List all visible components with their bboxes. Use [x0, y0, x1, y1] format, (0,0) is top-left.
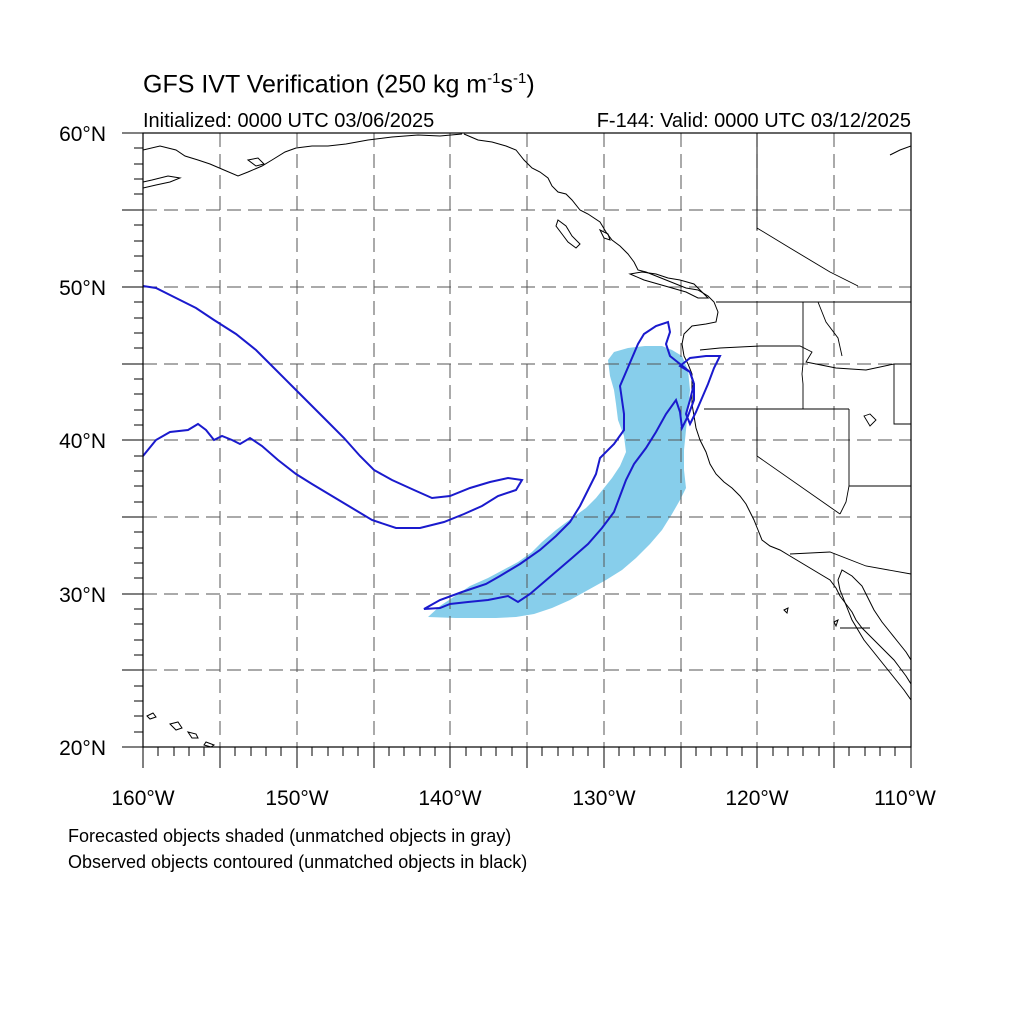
lat-label-60: 60°N [59, 123, 106, 146]
forecast-legend-note: Forecasted objects shaded (unmatched obj… [68, 826, 512, 846]
observed-legend-note: Observed objects contoured (unmatched ob… [68, 852, 528, 872]
lon-label-150: 150°W [265, 787, 328, 810]
lat-label-30: 30°N [59, 584, 106, 607]
graticule [143, 133, 911, 747]
lon-label-110: 110°W [874, 787, 936, 810]
political-boundaries [699, 133, 911, 629]
lat-label-50: 50°N [59, 277, 106, 300]
lon-label-160: 160°W [111, 787, 174, 810]
figure-title: GFS IVT Verification (250 kg m-1s-1) [143, 70, 535, 99]
lon-ticks [142, 747, 912, 768]
initialized-time: Initialized: 0000 UTC 03/06/2025 [143, 110, 435, 132]
lon-label-120: 120°W [725, 787, 788, 810]
observed-ivt-contour [423, 320, 695, 610]
lat-label-40: 40°N [59, 430, 106, 453]
lat-label-20: 20°N [59, 737, 106, 760]
observed-ivt-contour-pacific [143, 285, 524, 529]
coastlines [143, 133, 911, 747]
lon-label-140: 140°W [418, 787, 481, 810]
valid-time: F-144: Valid: 0000 UTC 03/12/2025 [596, 110, 911, 132]
forecast-ivt-object [428, 346, 690, 618]
observed-ivt-contour-coastal [678, 355, 722, 427]
lon-label-130: 130°W [572, 787, 635, 810]
lat-ticks [122, 132, 143, 748]
